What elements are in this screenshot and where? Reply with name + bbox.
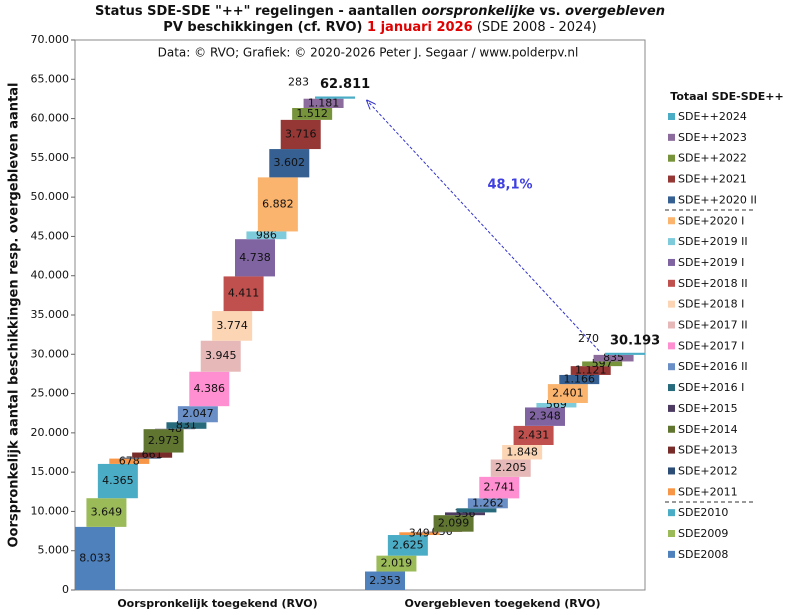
bar-segment (605, 353, 645, 355)
y-tick-label: 55.000 (31, 151, 70, 164)
legend-label: SDE++2020 II (678, 193, 757, 206)
legend-swatch (668, 530, 675, 537)
legend-swatch (668, 488, 675, 495)
data-label: 2.348 (529, 410, 561, 423)
legend-swatch (668, 259, 675, 266)
legend-label: SDE+2017 II (678, 319, 748, 332)
y-tick-label: 5.000 (38, 544, 70, 557)
data-label: 2.205 (495, 461, 527, 474)
legend-label: SDE2008 (678, 548, 728, 561)
legend-swatch (668, 196, 675, 203)
y-tick-label: 60.000 (31, 112, 70, 125)
legend-label: SDE+2019 I (678, 256, 744, 269)
legend-swatch (668, 280, 675, 287)
legend-label: SDE+2015 (678, 402, 738, 415)
data-label: 2.973 (148, 434, 180, 447)
data-label: 3.774 (216, 319, 248, 332)
y-tick-label: 40.000 (31, 269, 70, 282)
data-label: 6.882 (262, 197, 294, 210)
legend-label: SDE++2022 (678, 152, 747, 165)
total-label: 30.193 (610, 333, 660, 348)
legend-swatch (668, 176, 675, 183)
legend-swatch (668, 363, 675, 370)
data-label: 8.033 (79, 551, 111, 564)
legend-label: SDE++2021 (678, 173, 747, 186)
title-line-2: PV beschikkingen (cf. RVO) 1 januari 202… (163, 20, 596, 35)
y-tick-label: 45.000 (31, 229, 70, 242)
legend-swatch (668, 447, 675, 454)
legend-swatch (668, 113, 675, 120)
legend-label: SDE+2016 II (678, 360, 748, 373)
title-line-1: Status SDE-SDE "++" regelingen - aantall… (95, 4, 665, 19)
data-label: 349 (409, 527, 430, 540)
legend-label: SDE+2011 (678, 485, 738, 498)
legend-swatch (668, 384, 675, 391)
legend-swatch (668, 405, 675, 412)
data-label: 2.625 (392, 538, 424, 551)
legend-swatch (668, 509, 675, 516)
data-label: 2.431 (518, 428, 550, 441)
legend-swatch (668, 322, 675, 329)
legend-label: SDE+2018 I (678, 298, 744, 311)
annotation: 48,1% (487, 178, 532, 193)
data-label: 3.945 (205, 349, 237, 362)
legend-swatch (668, 342, 675, 349)
data-label: 283 (288, 75, 309, 88)
legend-swatch (668, 301, 675, 308)
y-tick-label: 0 (62, 583, 69, 596)
y-axis-label: Oorspronkelijk aantal beschikkingen resp… (7, 82, 22, 547)
legend-label: SDE++2023 (678, 131, 747, 144)
legend-swatch (668, 217, 675, 224)
data-label: 4.411 (228, 287, 260, 300)
subtitle: Data: © RVO; Grafiek: © 2020-2026 Peter … (158, 46, 579, 60)
legend-label: SDE2009 (678, 527, 728, 540)
data-label: 2.741 (484, 481, 516, 494)
x-tick-label: Overgebleven toegekend (RVO) (405, 597, 601, 610)
legend-swatch (668, 551, 675, 558)
legend-label: SDE+2017 I (678, 339, 744, 352)
legend-swatch (668, 155, 675, 162)
legend-label: SDE2010 (678, 506, 728, 519)
legend-label: SDE+2016 I (678, 381, 744, 394)
legend-label: SDE+2013 (678, 444, 738, 457)
data-label: 3.602 (274, 156, 306, 169)
y-tick-label: 20.000 (31, 426, 70, 439)
y-tick-label: 30.000 (31, 347, 70, 360)
data-label: 2.019 (381, 557, 413, 570)
bar-segment (315, 96, 355, 98)
y-tick-label: 25.000 (31, 387, 70, 400)
data-label: 3.716 (285, 127, 317, 140)
data-label: 3.649 (91, 506, 123, 519)
legend-label: SDE+2018 II (678, 277, 748, 290)
plot-area (75, 40, 645, 590)
data-label: 2.047 (182, 407, 214, 420)
legend-label: SDE+2020 I (678, 214, 744, 227)
legend-swatch (668, 238, 675, 245)
legend-label: SDE+2012 (678, 464, 738, 477)
y-tick-label: 10.000 (31, 504, 70, 517)
y-tick-label: 50.000 (31, 190, 70, 203)
data-label: 1.848 (506, 445, 538, 458)
y-tick-label: 70.000 (31, 33, 70, 46)
data-label: 270 (578, 332, 599, 345)
data-label: 2.353 (369, 574, 401, 587)
legend-label: SDE+2014 (678, 423, 738, 436)
legend-swatch (668, 467, 675, 474)
legend-swatch (668, 134, 675, 141)
total-label: 62.811 (320, 77, 370, 92)
legend-label: SDE++2024 (678, 110, 747, 123)
legend-label: SDE+2019 II (678, 235, 748, 248)
legend-swatch (668, 426, 675, 433)
y-tick-label: 35.000 (31, 308, 70, 321)
x-tick-label: Oorspronkelijk toegekend (RVO) (117, 597, 317, 610)
data-label: 4.386 (194, 382, 226, 395)
y-tick-label: 15.000 (31, 465, 70, 478)
y-tick-label: 65.000 (31, 72, 70, 85)
legend-title: Totaal SDE-SDE++ (670, 90, 783, 103)
data-label: 2.401 (552, 387, 584, 400)
data-label: 4.365 (102, 474, 134, 487)
data-label: 4.738 (239, 251, 271, 264)
